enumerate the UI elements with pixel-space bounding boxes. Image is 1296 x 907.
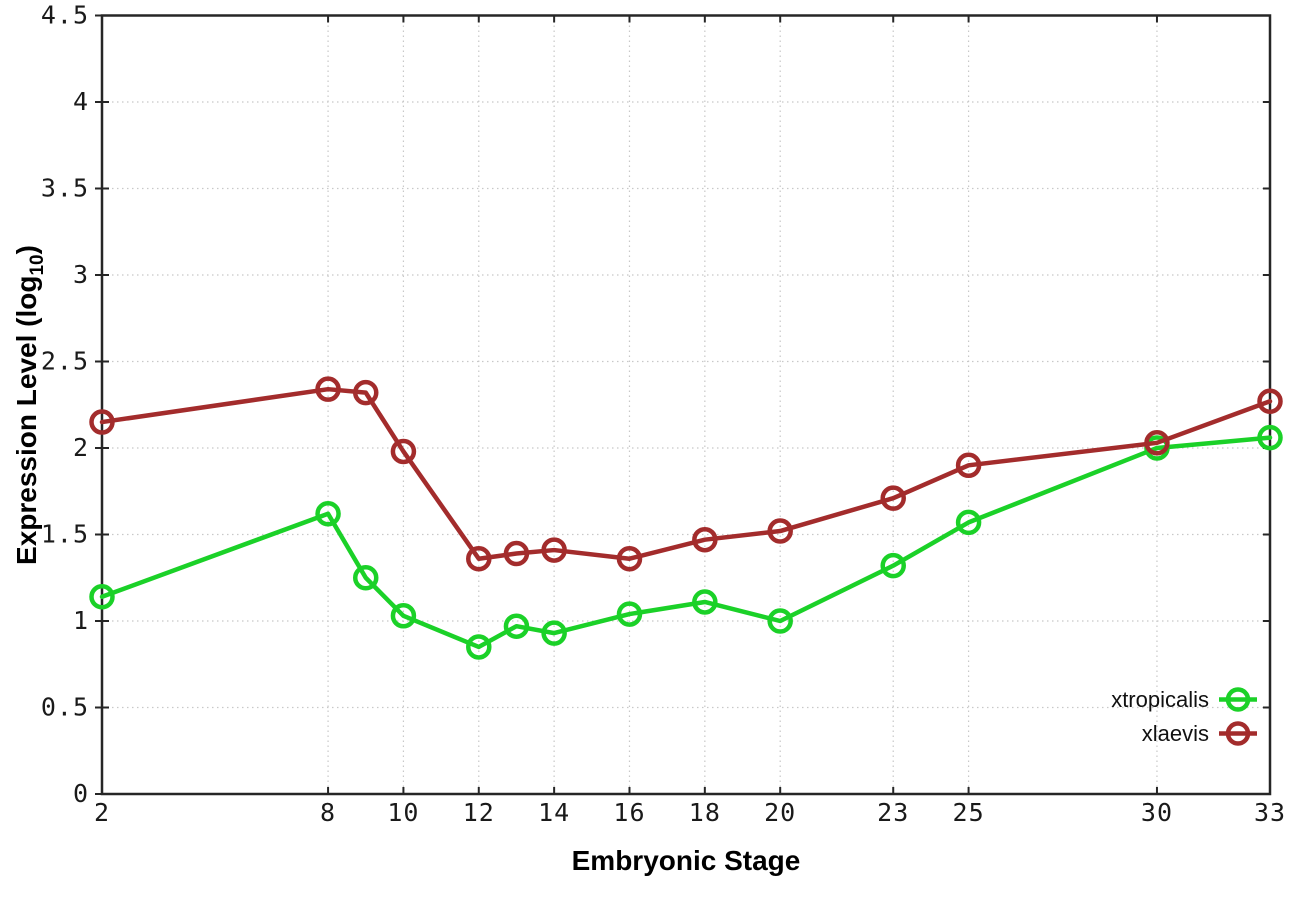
data-point — [503, 540, 530, 567]
legend-label-xtropicalis: xtropicalis — [1111, 686, 1209, 712]
data-point — [880, 485, 906, 511]
data-point — [390, 603, 417, 629]
y-tick-label: 1.5 — [41, 520, 89, 549]
y-axis-title-close: ) — [11, 245, 43, 255]
legend-sample-point — [1225, 721, 1251, 746]
data-point — [692, 526, 718, 553]
data-point — [767, 518, 793, 544]
data-point — [503, 613, 530, 639]
data-point — [1257, 388, 1283, 415]
legend-item-xlaevis: xlaevis — [1111, 718, 1258, 749]
data-point — [955, 509, 982, 536]
data-point — [1144, 430, 1170, 456]
x-tick-label: 23 — [877, 798, 909, 827]
legend-marker-xtropicalis — [1219, 687, 1257, 712]
y-tick-label: 4.5 — [41, 1, 89, 30]
y-tick-label: 3.5 — [41, 174, 89, 203]
data-point — [955, 452, 982, 479]
legend-marker-xlaevis — [1219, 721, 1257, 746]
data-point — [315, 500, 341, 527]
data-point — [541, 620, 567, 646]
data-point — [89, 409, 115, 435]
y-axis-title: Expression Level (log10) — [11, 245, 49, 565]
gridlines — [102, 15, 1270, 794]
legend-label-xlaevis: xlaevis — [1141, 720, 1209, 746]
y-tick-label: 2 — [73, 433, 89, 462]
data-point — [880, 552, 906, 579]
x-tick-label: 20 — [764, 798, 796, 827]
y-tick-label: 2.5 — [41, 347, 89, 376]
legend-item-xtropicalis: xtropicalis — [1111, 684, 1258, 715]
data-point — [767, 608, 793, 634]
data-point — [352, 565, 379, 591]
series-xtropicalis — [89, 424, 1283, 660]
axis-ticks — [95, 14, 1271, 795]
data-point — [466, 634, 492, 660]
plot-border — [100, 14, 1272, 796]
x-tick-label: 14 — [538, 798, 570, 827]
data-point — [692, 589, 718, 615]
x-tick-label: 10 — [387, 798, 419, 827]
x-tick-label: 33 — [1254, 798, 1286, 827]
x-tick-label: 12 — [463, 798, 495, 827]
y-axis-title-subscript: 10 — [26, 254, 48, 276]
data-point — [466, 545, 492, 572]
x-tick-label: 8 — [320, 798, 336, 827]
data-point — [315, 376, 341, 402]
x-axis-title: Embryonic Stage — [571, 845, 801, 876]
x-tick-label: 18 — [689, 798, 721, 827]
y-tick-label: 0 — [73, 779, 89, 808]
y-tick-label: 4 — [73, 87, 89, 116]
data-point — [352, 379, 379, 406]
x-tick-label: 2 — [94, 798, 110, 827]
data-point — [1257, 424, 1283, 451]
x-tick-label: 30 — [1141, 798, 1173, 827]
data-point — [390, 438, 417, 465]
y-tick-label: 0.5 — [41, 693, 89, 722]
x-tick-label: 16 — [613, 798, 645, 827]
x-tick-labels: 2 8 10 12 14 16 18 20 23 25 30 33 — [94, 798, 1286, 827]
y-tick-label: 3 — [73, 260, 89, 289]
data-point — [541, 537, 567, 563]
y-tick-label: 1 — [73, 606, 89, 635]
data-point — [616, 601, 643, 627]
y-tick-labels: 0 0.5 1 1.5 2 2.5 3 3.5 4 4.5 — [41, 1, 89, 809]
data-point — [616, 545, 643, 572]
x-tick-label: 25 — [953, 798, 985, 827]
legend-sample-point — [1225, 687, 1251, 712]
data-point — [89, 584, 115, 610]
series-xlaevis — [89, 376, 1283, 572]
y-axis-title-text: Expression Level (log — [11, 275, 43, 565]
legend: xtropicalis xlaevis — [1111, 684, 1258, 749]
